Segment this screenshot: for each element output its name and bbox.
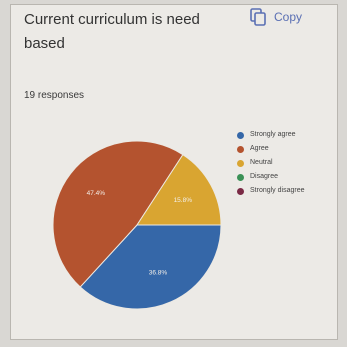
legend-item-agree: Agree [237, 145, 327, 153]
question-title: Current curriculum is need based [24, 11, 200, 52]
copy-icon [250, 8, 266, 26]
legend-label: Neutral [250, 159, 273, 166]
legend-label: Strongly agree [250, 131, 296, 138]
copy-label: Copy [274, 10, 303, 24]
legend-item-neutral: Neutral [237, 159, 327, 167]
legend-swatch [237, 132, 244, 139]
slice-label: 36.8% [149, 270, 168, 277]
legend-swatch [237, 146, 244, 153]
responses-count: 19 responses [24, 90, 85, 101]
legend-swatch [237, 188, 244, 195]
slice-agree [52, 140, 184, 288]
chart-legend: Strongly agree Agree Neutral Disagree St… [237, 131, 327, 201]
slice-label: 15.8% [174, 197, 193, 204]
legend-swatch [237, 174, 244, 181]
legend-item-strongly-disagree: Strongly disagree [237, 187, 327, 195]
legend-label: Agree [250, 145, 269, 152]
slice-neutral [136, 153, 222, 226]
legend-item-strongly-agree: Strongly agree [237, 131, 327, 139]
slice-label: 47.4% [87, 190, 106, 197]
copy-button[interactable]: Copy [250, 8, 302, 26]
legend-label: Strongly disagree [250, 187, 305, 194]
slice-strongly-agree [79, 224, 222, 310]
legend-item-disagree: Disagree [237, 173, 327, 181]
legend-swatch [237, 160, 244, 167]
legend-label: Disagree [250, 173, 279, 180]
